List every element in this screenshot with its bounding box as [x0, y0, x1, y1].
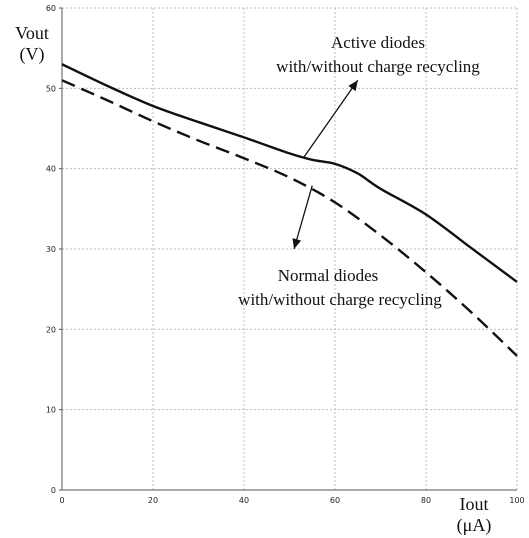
annotations: Active diodes with/without charge recycl…	[238, 33, 480, 309]
y-tick-label-10: 10	[46, 406, 56, 415]
x-tick-label-100: 100	[509, 496, 524, 505]
x-tick-label-80: 80	[421, 496, 431, 505]
series-group	[61, 63, 518, 357]
annotation-normal-line2: with/without charge recycling	[238, 290, 442, 309]
x-tick-label-20: 20	[148, 496, 158, 505]
series-line-solid	[61, 63, 518, 283]
y-tick-label-0: 0	[51, 486, 56, 495]
annotation-arrow-normal	[293, 185, 313, 250]
x-tick-label-0: 0	[59, 496, 64, 505]
annotation-active-line2: with/without charge recycling	[276, 57, 480, 76]
annotation-active-line1: Active diodes	[331, 33, 425, 52]
y-tick-label-30: 30	[46, 245, 56, 254]
y-tick-label-60: 60	[46, 4, 56, 13]
x-tick-label-40: 40	[239, 496, 249, 505]
axis-labels: Vout (V) Iout (μA)	[15, 23, 491, 536]
x-axis-label-line2: (μA)	[457, 515, 492, 536]
y-axis-label-line1: Vout	[15, 23, 49, 43]
tick-labels: 0 20 40 60 80 100 0 10 20 30 40 50 60	[46, 4, 525, 505]
annotation-arrow-active	[302, 79, 359, 159]
annotation-arrowhead-normal	[292, 238, 302, 249]
x-tick-label-60: 60	[330, 496, 340, 505]
series-line-dashed	[61, 79, 518, 357]
annotation-normal-line1: Normal diodes	[278, 266, 379, 285]
y-tick-label-20: 20	[46, 325, 56, 334]
x-axis-label-line1: Iout	[460, 494, 489, 514]
grid	[59, 7, 518, 491]
annotation-arrowhead-active	[348, 80, 358, 92]
y-tick-label-40: 40	[46, 165, 56, 174]
y-axis-label-line2: (V)	[20, 44, 45, 65]
y-tick-label-50: 50	[46, 84, 56, 93]
